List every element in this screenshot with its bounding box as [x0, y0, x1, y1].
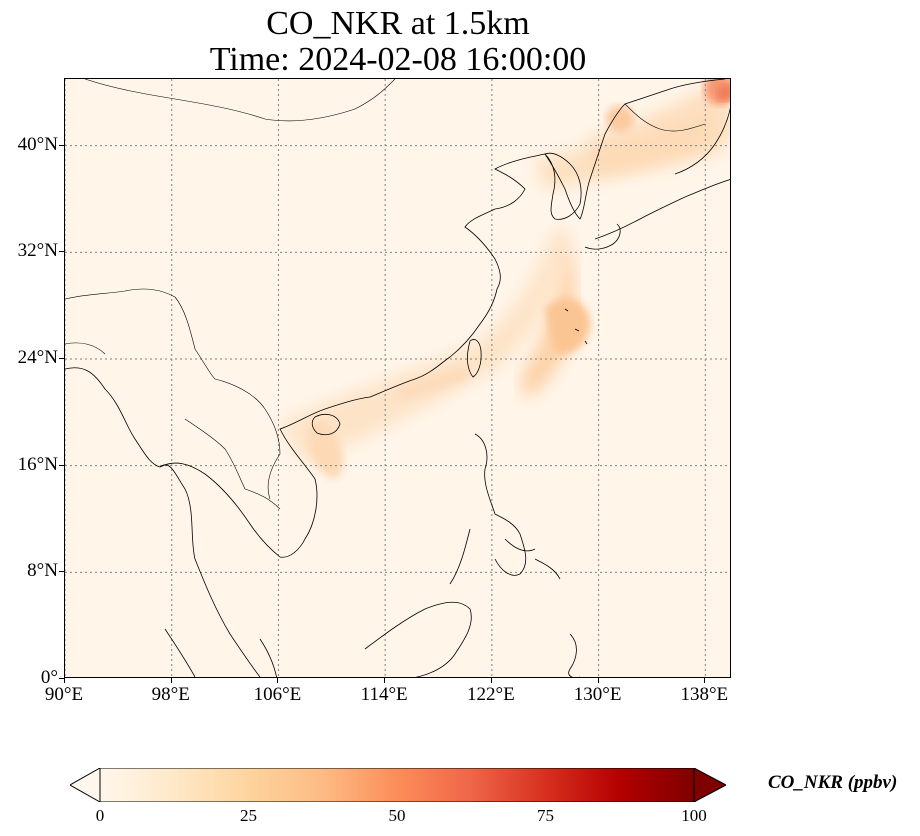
colorbar-tick-label: 50: [388, 806, 406, 825]
map-canvas: [65, 79, 730, 677]
lat-tick-label: 8°N: [27, 560, 58, 582]
co-plume-field: [280, 79, 730, 479]
lat-tick-mark: [59, 144, 64, 146]
lat-tick-label: 32°N: [17, 240, 58, 262]
chart-title-line1: CO_NKR at 1.5km: [266, 5, 530, 42]
colorbar-svg: [68, 767, 728, 803]
lon-tick-mark: [597, 678, 599, 683]
lat-tick-label: 0°: [40, 667, 58, 688]
lat-tick-label: 24°N: [17, 347, 58, 368]
colorbar-tick-label: 100: [681, 806, 707, 825]
lon-tick-label: 122°E: [467, 684, 515, 705]
colorbar-ramp: [99, 767, 695, 803]
lon-tick-mark: [490, 678, 492, 683]
lat-tick-label: 40°N: [17, 133, 58, 155]
chart-title-line2: Time: 2024-02-08 16:00:00: [209, 41, 587, 78]
colorbar-extend-max: [693, 767, 728, 803]
lon-tick-mark: [704, 678, 706, 683]
lat-tick-mark: [59, 571, 64, 573]
colorbar-tick-label: 0: [95, 806, 105, 825]
lon-tick-label: 90°E: [44, 684, 84, 705]
lon-tick-label: 98°E: [151, 684, 190, 705]
lat-tick-label: 16°N: [17, 453, 58, 475]
colorbar: [68, 767, 728, 803]
lat-tick-mark: [59, 678, 64, 679]
lon-tick-label: 130°E: [573, 684, 622, 705]
coastlines: [65, 79, 730, 677]
gridlines: [65, 79, 730, 677]
lat-tick-mark: [59, 464, 64, 466]
lon-tick-label: 114°E: [360, 684, 408, 705]
colorbar-tick-label: 75: [537, 806, 554, 825]
lon-tick-mark: [277, 678, 279, 683]
colorbar-label: CO_NKR (ppbv): [768, 772, 898, 793]
map-panel: [64, 78, 731, 678]
lon-tick-mark: [170, 678, 172, 683]
colorbar-tick-label: 25: [240, 806, 257, 825]
colorbar-extend-min: [68, 767, 101, 803]
lon-tick-label: 106°E: [253, 684, 302, 705]
lat-tick-mark: [59, 251, 64, 253]
lon-tick-mark: [384, 678, 386, 683]
lon-tick-mark: [64, 678, 65, 683]
lat-tick-mark: [59, 358, 64, 359]
lon-tick-label: 138°E: [680, 684, 729, 705]
